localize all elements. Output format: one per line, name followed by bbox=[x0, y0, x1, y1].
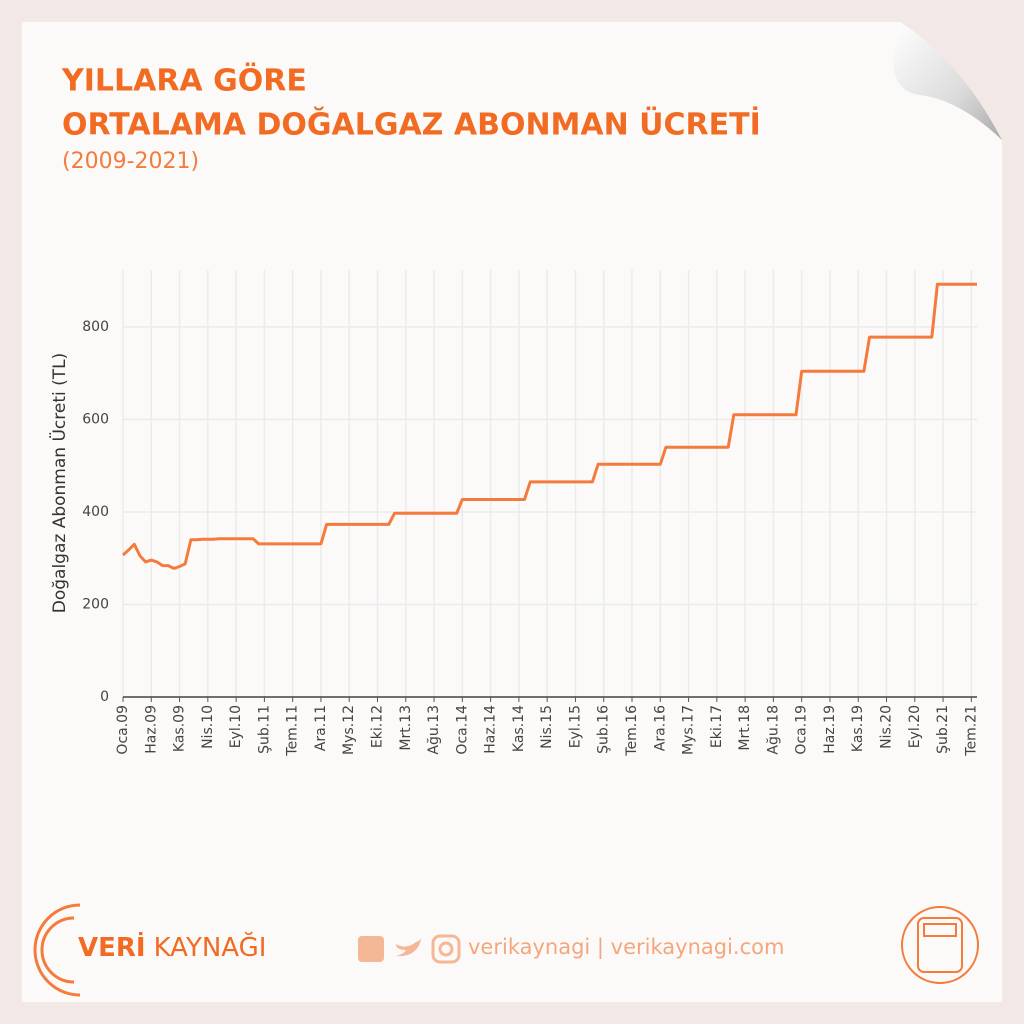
brand: VERİ KAYNAĞI bbox=[78, 931, 266, 963]
brand-bold: VERİ bbox=[78, 931, 146, 963]
x-tick-label: Haz.14 bbox=[483, 705, 499, 754]
x-tick-label: Nis.10 bbox=[200, 705, 216, 749]
x-tick-label: Şub.16 bbox=[596, 705, 612, 754]
x-tick-label: Ara.16 bbox=[652, 705, 668, 751]
x-tick-label: Eyl.20 bbox=[907, 705, 923, 748]
instagram-icon bbox=[431, 934, 461, 964]
x-tick-label: Mrt.18 bbox=[737, 705, 753, 751]
subtitle: (2009-2021) bbox=[62, 149, 199, 174]
x-tick-label: Eyl.15 bbox=[567, 705, 583, 748]
x-tick-label: Haz.09 bbox=[143, 705, 159, 754]
y-tick-label: 800 bbox=[82, 319, 109, 335]
logo-arc bbox=[40, 916, 75, 984]
calculator-icon bbox=[917, 917, 963, 973]
title-line: YILLARA GÖRE bbox=[61, 62, 307, 99]
footer: VERİ KAYNAĞI verikaynagi | verikaynagi.co… bbox=[33, 903, 979, 997]
page-curl bbox=[893, 22, 1002, 140]
y-tick-label: 200 bbox=[82, 596, 109, 612]
x-tick-label: Ağu.13 bbox=[426, 705, 442, 755]
x-tick-label: Oca.14 bbox=[454, 705, 470, 755]
y-axis-label: Doğalgaz Abonman Ücreti (TL) bbox=[48, 353, 70, 614]
x-tick-label: Şub.11 bbox=[256, 705, 272, 754]
x-tick-label: Nis.15 bbox=[539, 705, 555, 749]
y-tick-label: 600 bbox=[82, 411, 109, 427]
x-tick-label: Kas.19 bbox=[850, 705, 866, 752]
x-tick-label: Kas.09 bbox=[172, 705, 188, 752]
y-tick-label: 400 bbox=[82, 504, 109, 520]
facebook-icon bbox=[358, 936, 384, 962]
x-tick-label: Ara.11 bbox=[313, 705, 329, 751]
calculator-icon bbox=[901, 906, 979, 984]
x-tick-label: Tem.16 bbox=[624, 705, 640, 757]
x-tick-label: Mys.17 bbox=[681, 705, 697, 755]
x-tick-label: Tem.21 bbox=[963, 705, 979, 757]
x-tick-label: Mrt.13 bbox=[398, 705, 414, 751]
x-tick-label: Ağu.18 bbox=[765, 705, 781, 755]
logo-arc bbox=[33, 903, 81, 997]
x-tick-label: Oca.09 bbox=[115, 705, 131, 755]
data-line bbox=[121, 282, 977, 570]
x-tick-label: Haz.19 bbox=[822, 705, 838, 754]
plot: 0 200 400 600 800 Oca.09 Haz.09 Kas.09 Nis.10 Eyl… bbox=[82, 270, 979, 757]
x-tick-label: Şub.21 bbox=[935, 705, 951, 754]
x-tick-label: Mys.12 bbox=[341, 705, 357, 755]
instagram-icon bbox=[438, 941, 454, 957]
x-tick-label: Eki.17 bbox=[709, 705, 725, 748]
x-tick-label: Tem.11 bbox=[285, 705, 301, 757]
x-tick-label: Kas.14 bbox=[511, 705, 527, 752]
footer-links: verikaynagi | verikaynagi.com bbox=[468, 935, 784, 960]
calculator-icon bbox=[923, 923, 957, 937]
y-tick-label: 0 bbox=[100, 689, 109, 705]
x-tick-label: Eyl.10 bbox=[228, 705, 244, 748]
x-tick-label: Nis.20 bbox=[879, 705, 895, 749]
x-tick-label: Eki.12 bbox=[370, 705, 386, 748]
x-tick-label: Oca.19 bbox=[794, 705, 810, 755]
brand-light: KAYNAĞI bbox=[154, 931, 267, 963]
twitter-icon bbox=[396, 936, 422, 957]
title-line: ORTALAMA DOĞALGAZ ABONMAN ÜCRETİ bbox=[62, 106, 761, 143]
